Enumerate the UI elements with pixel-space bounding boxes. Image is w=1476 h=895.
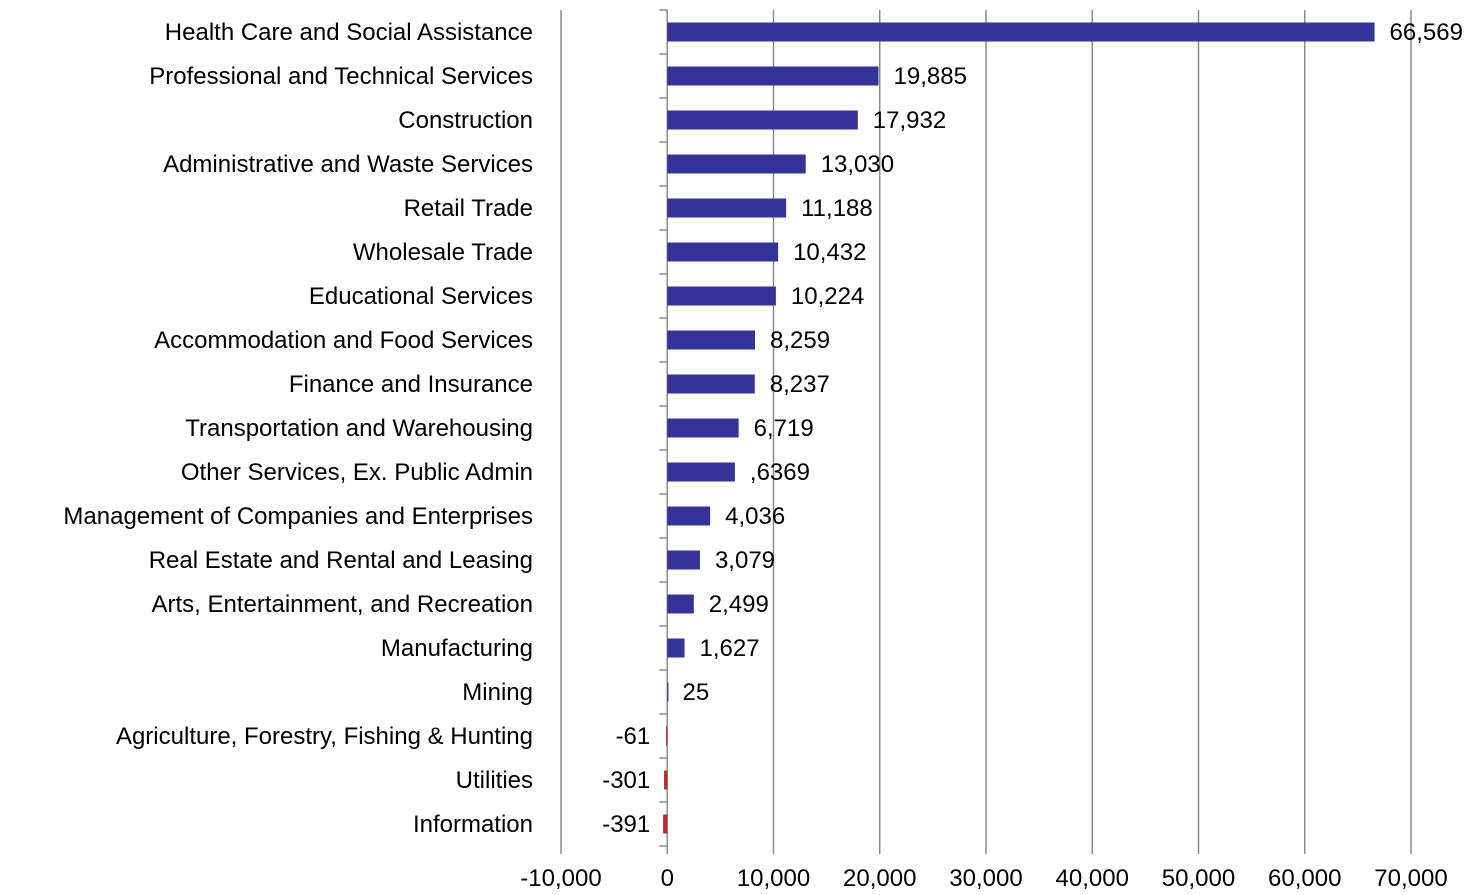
bar <box>667 198 787 218</box>
bar <box>667 154 806 174</box>
category-axis <box>560 9 1412 854</box>
x-tick-label: 40,000 <box>1056 865 1129 892</box>
bar <box>667 66 879 86</box>
data-label: 25 <box>683 679 710 706</box>
bar <box>667 506 711 526</box>
category-label: Wholesale Trade <box>353 239 533 266</box>
category-label: Information <box>413 811 533 838</box>
category-label: Accommodation and Food Services <box>154 327 533 354</box>
x-tick-label: 60,000 <box>1268 865 1341 892</box>
data-label: -301 <box>602 767 650 794</box>
bar <box>667 638 685 658</box>
data-label: 10,432 <box>793 239 866 266</box>
data-label: 11,188 <box>801 195 873 222</box>
category-label: Utilities <box>456 767 533 794</box>
data-label: 8,237 <box>770 371 830 398</box>
data-labels: 66,569 19,885 17,932 13,030 11,188 10,432 10,2… <box>602 19 1463 838</box>
x-tick-label: 10,000 <box>737 865 810 892</box>
bar <box>664 770 668 790</box>
bar <box>667 550 700 570</box>
category-label: Mining <box>462 679 533 706</box>
data-label: 4,036 <box>725 503 785 530</box>
bar <box>667 374 755 394</box>
data-label: 19,885 <box>894 63 967 90</box>
category-label: Finance and Insurance <box>289 371 533 398</box>
category-label: Management of Companies and Enterprises <box>63 503 533 530</box>
data-label: -61 <box>616 723 651 750</box>
category-label: Construction <box>398 107 533 134</box>
category-label: Retail Trade <box>404 195 533 222</box>
category-label: Agriculture, Forestry, Fishing & Hunting <box>116 723 533 750</box>
category-label: Professional and Technical Services <box>149 63 533 90</box>
data-label: 13,030 <box>821 151 894 178</box>
x-tick-label: 70,000 <box>1374 865 1447 892</box>
data-label: -391 <box>602 811 650 838</box>
bar <box>663 814 668 834</box>
data-label: 1,627 <box>700 635 760 662</box>
data-label: ,6369 <box>750 459 810 486</box>
category-label: Manufacturing <box>381 635 533 662</box>
bar <box>667 242 779 262</box>
data-label: 3,079 <box>715 547 775 574</box>
category-labels: Health Care and Social Assistance Profess… <box>63 19 533 838</box>
data-label: 66,569 <box>1390 19 1463 46</box>
category-label: Administrative and Waste Services <box>163 151 533 178</box>
bar <box>667 110 858 130</box>
category-label: Educational Services <box>309 283 533 310</box>
data-label: 2,499 <box>709 591 769 618</box>
bar <box>667 418 739 438</box>
bar <box>667 462 735 482</box>
category-label: Transportation and Warehousing <box>185 415 533 442</box>
x-tick-label: 50,000 <box>1162 865 1235 892</box>
data-label: 8,259 <box>770 327 830 354</box>
x-tick-label: 30,000 <box>949 865 1022 892</box>
x-tick-label: -10,000 <box>520 865 601 892</box>
bar <box>667 330 756 350</box>
category-label: Arts, Entertainment, and Recreation <box>151 591 533 618</box>
data-label: 10,224 <box>791 283 864 310</box>
category-label: Health Care and Social Assistance <box>165 19 533 46</box>
x-tick-label: 20,000 <box>843 865 916 892</box>
data-label: 6,719 <box>754 415 814 442</box>
gridlines <box>560 10 1412 846</box>
category-label: Real Estate and Rental and Leasing <box>149 547 533 574</box>
bar <box>666 726 668 746</box>
bar <box>667 22 1375 42</box>
x-tick-label: 0 <box>661 865 674 892</box>
data-label: 17,932 <box>873 107 946 134</box>
category-label: Other Services, Ex. Public Admin <box>181 459 533 486</box>
bar <box>667 594 694 614</box>
bar <box>667 286 776 306</box>
bar <box>667 682 669 702</box>
bars <box>663 22 1375 834</box>
x-tick-labels: -10,000 0 10,000 20,000 30,000 40,000 50,000 60… <box>520 865 1447 892</box>
